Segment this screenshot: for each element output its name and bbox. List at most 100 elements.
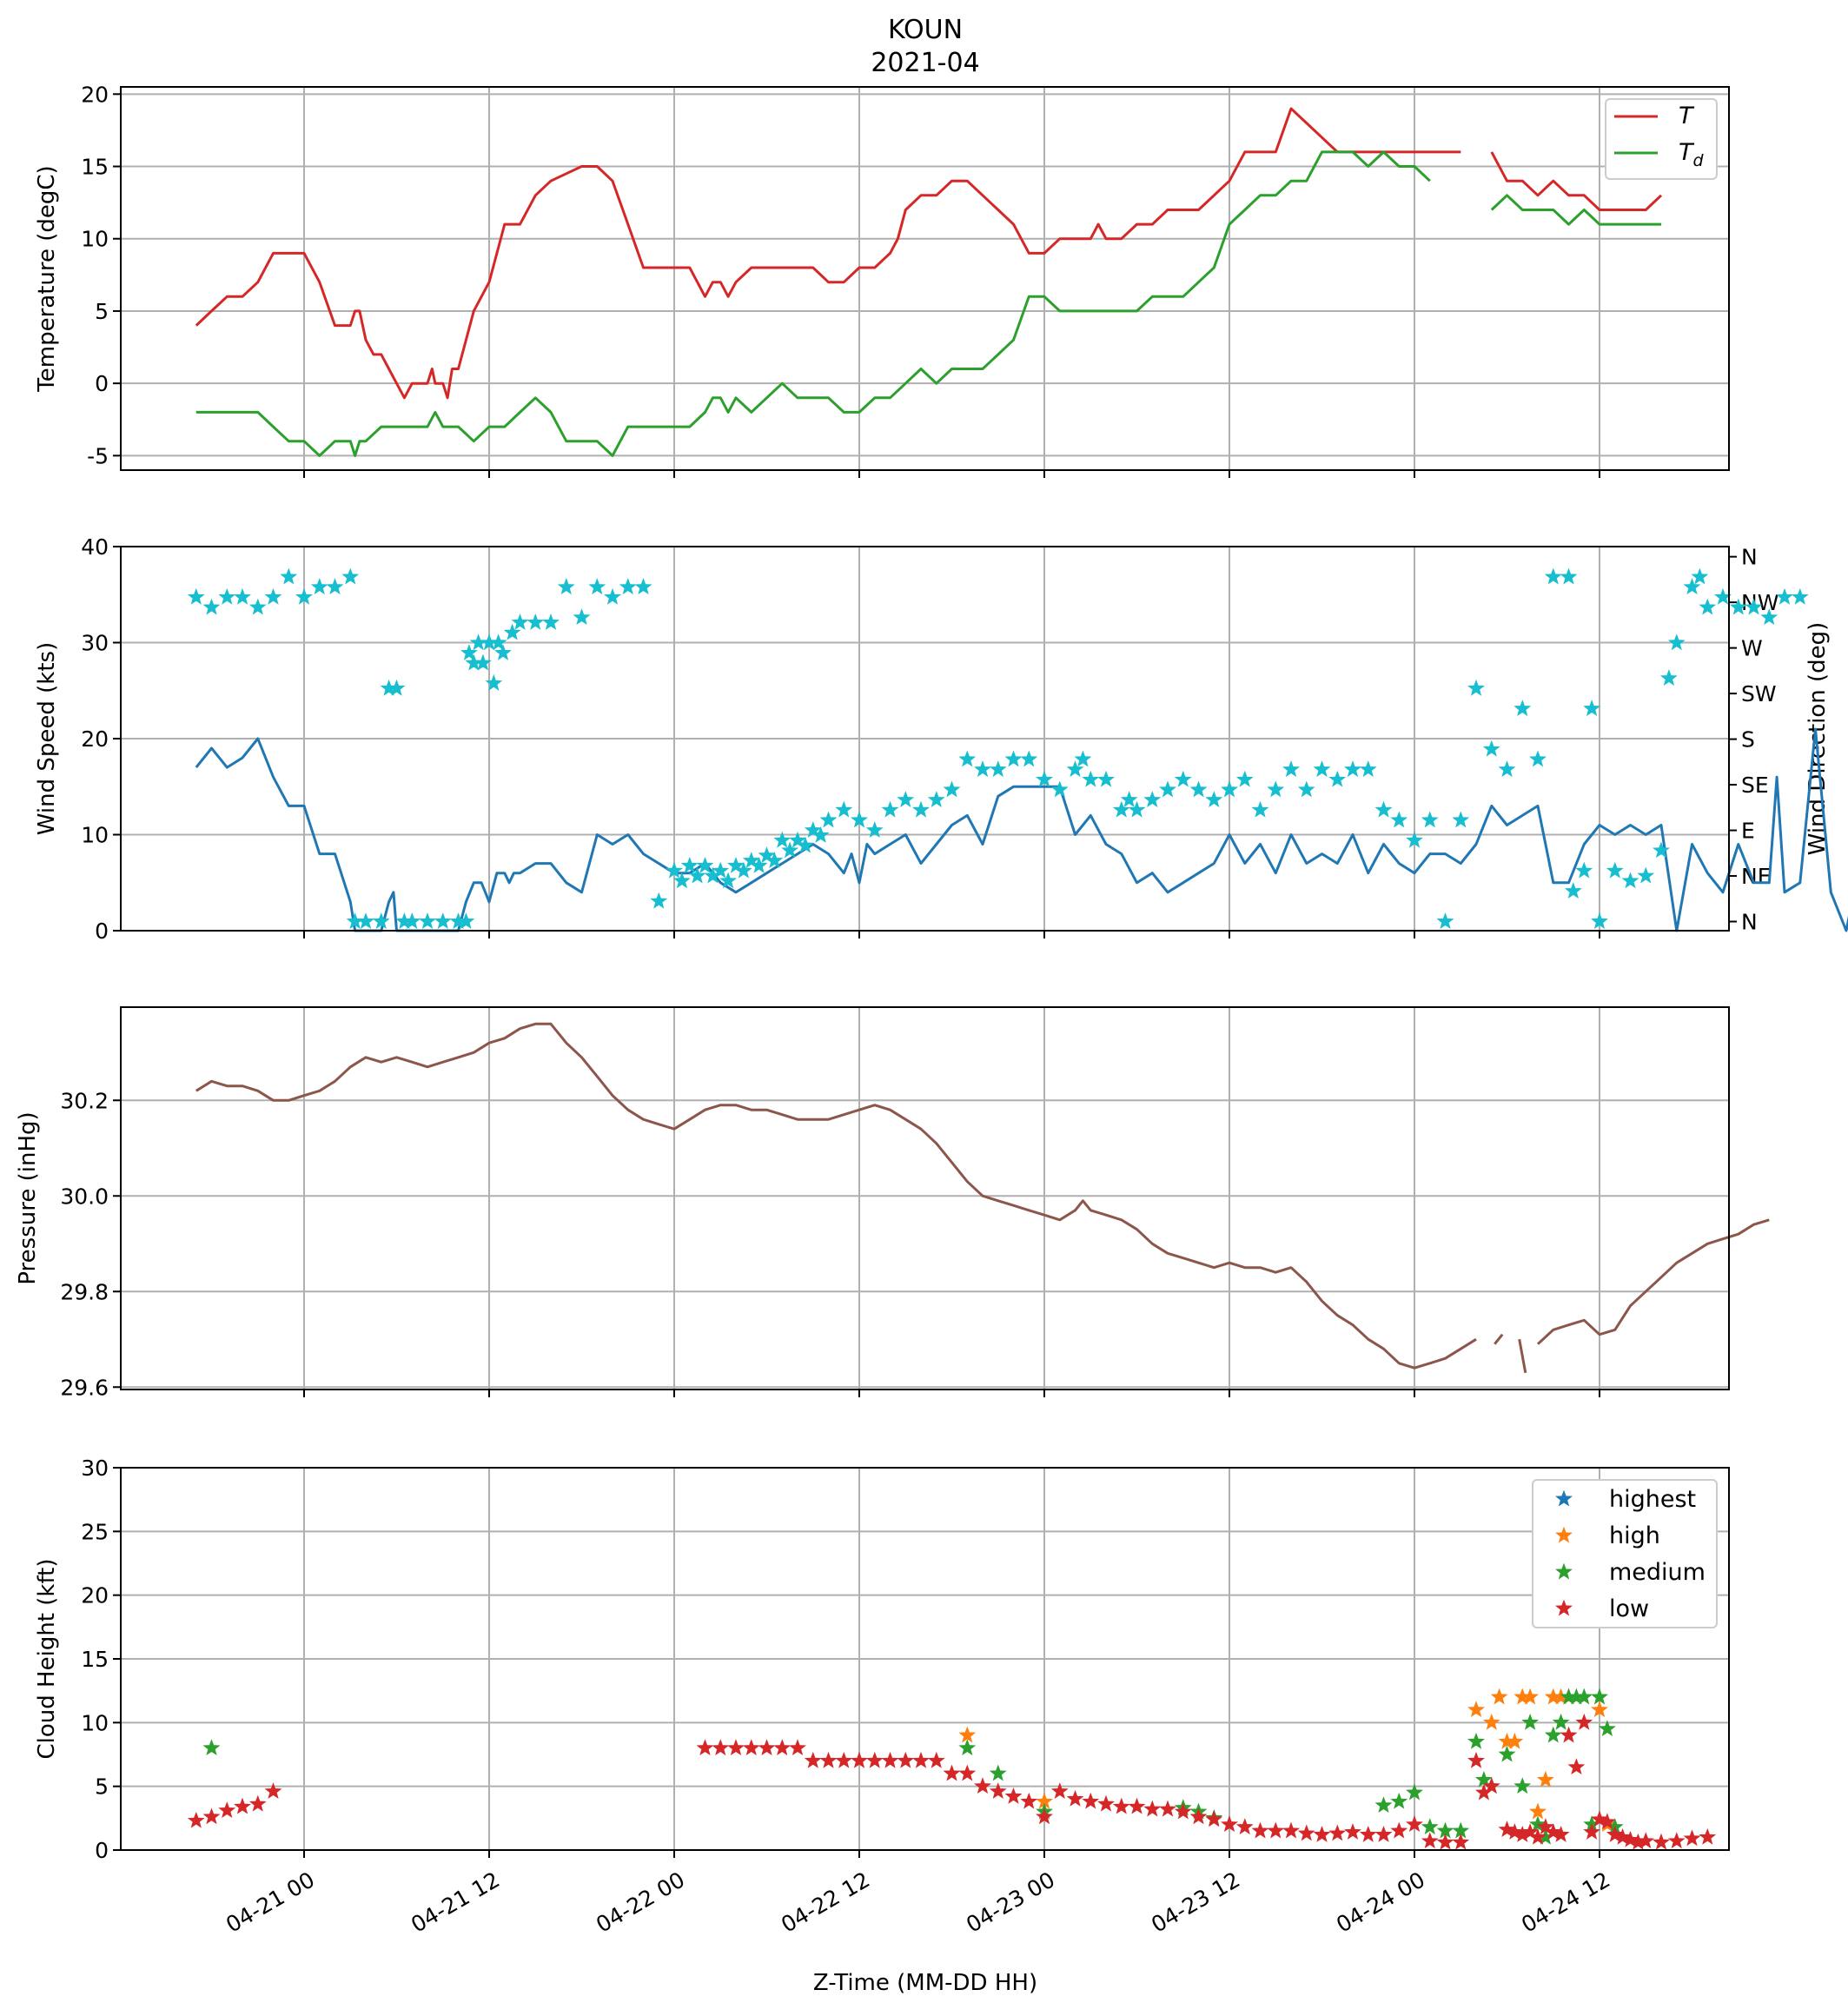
data-point-wind-direction xyxy=(1374,800,1393,818)
data-point-wind-direction xyxy=(719,872,738,889)
data-point-medium xyxy=(1467,1732,1485,1749)
data-point-wind-direction xyxy=(619,578,637,595)
right-tick-label: NE xyxy=(1741,864,1772,889)
legend: TTd xyxy=(1605,98,1718,180)
y-tick-label: 30 xyxy=(81,1456,109,1481)
data-point-wind-direction xyxy=(234,587,251,605)
series-line-wind-speed xyxy=(195,727,1848,932)
data-point-wind-direction xyxy=(357,912,374,929)
right-tick-label: W xyxy=(1741,636,1763,661)
data-point-wind-direction xyxy=(1297,780,1315,798)
data-point-wind-direction xyxy=(974,760,991,778)
data-point-low xyxy=(912,1751,930,1768)
data-point-low xyxy=(1544,1823,1562,1840)
data-point-low xyxy=(1421,1832,1439,1849)
data-point-wind-direction xyxy=(773,831,792,848)
data-point-wind-direction xyxy=(1583,700,1601,717)
plot-frame xyxy=(120,546,1730,932)
legend-marker xyxy=(1555,1599,1573,1616)
data-point-wind-direction xyxy=(634,578,652,595)
data-point-low xyxy=(943,1764,961,1781)
data-point-high xyxy=(1490,1688,1508,1705)
right-tick-label: SE xyxy=(1741,773,1769,798)
y-tick-label: 25 xyxy=(81,1519,109,1544)
data-point-wind-direction xyxy=(434,912,452,929)
panels: -5 0 5 10 15 20 Temperature (degC) TTd 0 10 20 30 40… xyxy=(15,82,1848,1938)
data-point-wind-direction xyxy=(1282,760,1300,778)
data-point-wind-direction xyxy=(460,644,478,660)
data-point-low xyxy=(264,1782,282,1799)
data-point-wind-direction xyxy=(1653,841,1670,859)
data-point-low xyxy=(1667,1832,1686,1849)
data-point-low xyxy=(1452,1833,1470,1850)
data-point-wind-direction xyxy=(1691,567,1709,585)
data-point-wind-direction xyxy=(310,578,328,595)
data-point-low xyxy=(1498,1821,1516,1837)
data-point-wind-direction xyxy=(666,861,683,879)
data-point-low xyxy=(1282,1821,1300,1839)
y-tick-label: 10 xyxy=(81,823,109,848)
data-point-wind-direction xyxy=(280,567,298,585)
data-point-low xyxy=(1189,1807,1208,1825)
data-point-low xyxy=(1128,1797,1146,1814)
data-point-low xyxy=(1567,1758,1586,1775)
data-point-wind-direction xyxy=(989,760,1007,778)
y-tick-label: 5 xyxy=(95,299,109,324)
data-point-wind-direction xyxy=(789,831,806,848)
data-point-low xyxy=(1082,1792,1100,1809)
data-point-low xyxy=(1344,1823,1361,1840)
data-point-wind-direction xyxy=(1560,567,1578,585)
data-point-low xyxy=(1621,1830,1639,1847)
data-point-wind-direction xyxy=(218,587,236,605)
data-point-low xyxy=(758,1739,776,1756)
series-line-td xyxy=(195,150,1431,457)
data-point-wind-direction xyxy=(1621,872,1639,889)
data-point-low xyxy=(248,1794,267,1812)
y-tick-label: -5 xyxy=(87,443,109,468)
legend-label: T xyxy=(1679,103,1695,129)
data-point-low xyxy=(1235,1818,1254,1835)
data-point-wind-direction xyxy=(557,578,575,595)
data-point-high xyxy=(1536,1770,1554,1787)
data-point-medium xyxy=(1552,1713,1570,1730)
data-point-low xyxy=(1529,1827,1547,1845)
data-point-wind-direction xyxy=(542,614,560,630)
y-tick-label: 29.8 xyxy=(60,1279,109,1304)
data-point-wind-direction xyxy=(511,614,529,630)
data-point-wind-direction xyxy=(1606,861,1624,879)
y-tick-label: 0 xyxy=(95,919,109,944)
data-point-wind-direction xyxy=(1667,633,1686,651)
data-point-wind-direction xyxy=(485,673,503,691)
y-tick-label: 0 xyxy=(95,1838,109,1863)
data-point-low xyxy=(1506,1823,1524,1840)
data-point-wind-direction xyxy=(897,791,915,807)
series-line-pressure-b xyxy=(1494,1333,1504,1345)
data-point-low xyxy=(927,1751,945,1768)
data-point-low xyxy=(696,1739,714,1756)
data-point-high xyxy=(1529,1802,1547,1820)
data-point-medium xyxy=(1498,1745,1516,1762)
data-point-wind-direction xyxy=(712,861,730,879)
data-point-wind-direction xyxy=(672,872,691,889)
x-tick-label: 04-24 12 xyxy=(1517,1867,1614,1937)
data-point-low xyxy=(974,1777,991,1794)
data-point-low xyxy=(804,1751,822,1768)
data-point-medium xyxy=(202,1739,221,1756)
legend-box xyxy=(1605,98,1718,180)
plot-frame xyxy=(120,1467,1730,1851)
data-point-low xyxy=(1221,1815,1238,1833)
data-point-wind-direction xyxy=(811,826,830,843)
data-point-low xyxy=(1683,1829,1701,1847)
data-point-low xyxy=(1359,1825,1377,1842)
data-point-low xyxy=(1004,1787,1023,1804)
data-point-low xyxy=(989,1782,1007,1799)
data-point-wind-direction xyxy=(943,780,961,798)
data-point-wind-direction xyxy=(1452,811,1470,828)
data-point-wind-direction xyxy=(796,836,814,853)
data-point-wind-direction xyxy=(727,856,745,873)
data-point-wind-direction xyxy=(527,614,545,630)
data-point-low xyxy=(1313,1825,1331,1842)
data-point-wind-direction xyxy=(1359,760,1377,778)
data-point-low xyxy=(1560,1726,1578,1743)
data-point-medium xyxy=(1374,1796,1393,1814)
